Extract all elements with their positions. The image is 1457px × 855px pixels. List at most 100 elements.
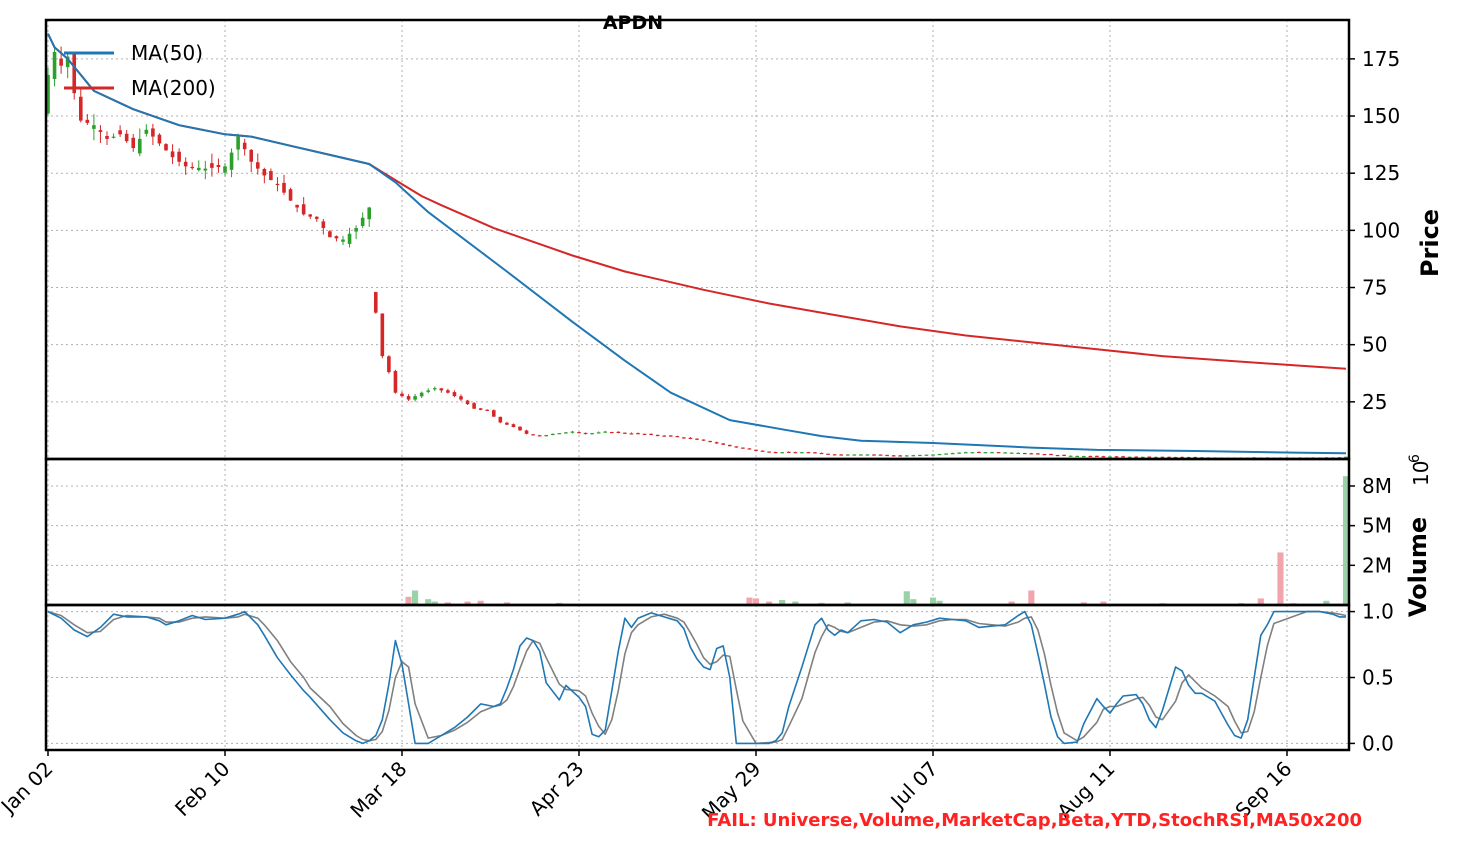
candle-body [727, 444, 732, 447]
candle-body [177, 151, 181, 162]
candle-body [1101, 456, 1106, 458]
candle-body [977, 451, 981, 454]
candle-body [255, 162, 260, 169]
candle-body [1134, 456, 1139, 458]
ma50-line [47, 33, 1347, 455]
candle-body [1160, 456, 1165, 458]
candle-body [275, 183, 280, 186]
candle-body [564, 432, 568, 434]
candle-body [1016, 452, 1021, 455]
candle-body [465, 400, 470, 405]
candle-body [373, 292, 378, 313]
volume-scale-base: 10 [1409, 461, 1433, 486]
candle-body [780, 452, 785, 454]
volume-bar [412, 590, 419, 606]
candle-body [131, 137, 136, 149]
price-panel-frame [44, 18, 1351, 461]
candle-body [957, 452, 962, 454]
candle-body [157, 134, 162, 144]
candle-body [439, 388, 444, 391]
candle-body [196, 167, 201, 171]
stochrsi-k-line [47, 610, 1346, 745]
candle-body [629, 433, 634, 435]
x-tick-label: Jul 07 [885, 757, 943, 815]
candle-body [360, 217, 365, 226]
candle-body [642, 433, 647, 435]
volume-y-axis-ticks: 2M 5M 8M [1349, 474, 1392, 577]
candle-body [354, 228, 358, 232]
candle-body [1186, 457, 1191, 459]
volume-axis-label: Volume [1404, 517, 1432, 617]
candle-body [1114, 456, 1119, 458]
candle-body [472, 403, 476, 409]
candle-body [603, 431, 608, 433]
x-tick-label: Jan 02 [0, 757, 58, 820]
candle-body [406, 396, 411, 400]
candle-body [301, 204, 306, 215]
candle-body [249, 149, 254, 162]
candle-body [767, 451, 771, 453]
volume-bars [405, 476, 1350, 606]
candle-body [1108, 456, 1112, 458]
candle-body [1173, 456, 1178, 459]
candle-body [557, 433, 562, 435]
volume-tick-label: 5M [1362, 514, 1392, 538]
candle-body [452, 392, 457, 397]
candle-body [662, 435, 667, 437]
candle-body [92, 125, 96, 129]
candle-body [314, 216, 319, 219]
candle-body [98, 130, 103, 133]
candle-body [393, 371, 398, 393]
candle-body [950, 453, 955, 455]
price-y-axis-ticks: 25 50 75 100 125 150 175 [1349, 47, 1400, 414]
candle-body [210, 163, 214, 168]
candle-body [983, 452, 988, 454]
candle-body [216, 164, 221, 168]
candle-body [498, 416, 503, 423]
candle-body [151, 128, 155, 137]
candle-body [819, 452, 824, 455]
stochrsi-lines [47, 610, 1347, 745]
candle-body [937, 453, 942, 456]
candle-body [813, 452, 817, 454]
candle-body [891, 455, 896, 457]
candle-body [308, 214, 313, 217]
candle-body [413, 396, 417, 400]
stochrsi-panel-grid [46, 605, 1349, 750]
candle-body [118, 130, 122, 135]
price-tick-label: 50 [1362, 333, 1387, 357]
candle-body [714, 442, 719, 444]
candle-body [878, 454, 883, 456]
candle-body [747, 448, 752, 450]
candle-body [793, 452, 798, 454]
candle-body [183, 161, 188, 167]
candle-body [944, 453, 948, 455]
candle-body [485, 409, 490, 411]
candle-body [419, 392, 424, 397]
legend-label-ma50: MA(50) [131, 41, 203, 65]
legend: MA(50) MA(200) [64, 41, 216, 100]
candle-body [380, 313, 385, 357]
candle-body [708, 440, 712, 443]
candle-body [754, 449, 758, 451]
candle-body [806, 452, 811, 454]
price-candles [46, 45, 1348, 460]
volume-tick-label: 8M [1362, 474, 1392, 498]
candle-body [583, 432, 588, 435]
candle-body [242, 142, 247, 150]
candle-body [1075, 455, 1080, 458]
candle-body [505, 422, 509, 425]
candle-body [367, 207, 372, 220]
candle-body [223, 166, 227, 173]
candle-body [531, 434, 535, 436]
volume-scale-label: 10 6 [1407, 454, 1433, 486]
candle-body [446, 390, 450, 393]
candle-body [570, 431, 575, 433]
stochrsi-y-axis-ticks: 0.0 0.5 1.0 [1349, 600, 1394, 755]
candle-body [46, 74, 50, 114]
candle-body [85, 119, 90, 123]
candle-body [262, 168, 267, 176]
candle-body [459, 396, 463, 400]
x-tick-label: Feb 10 [170, 757, 235, 822]
candle-body [282, 182, 286, 193]
